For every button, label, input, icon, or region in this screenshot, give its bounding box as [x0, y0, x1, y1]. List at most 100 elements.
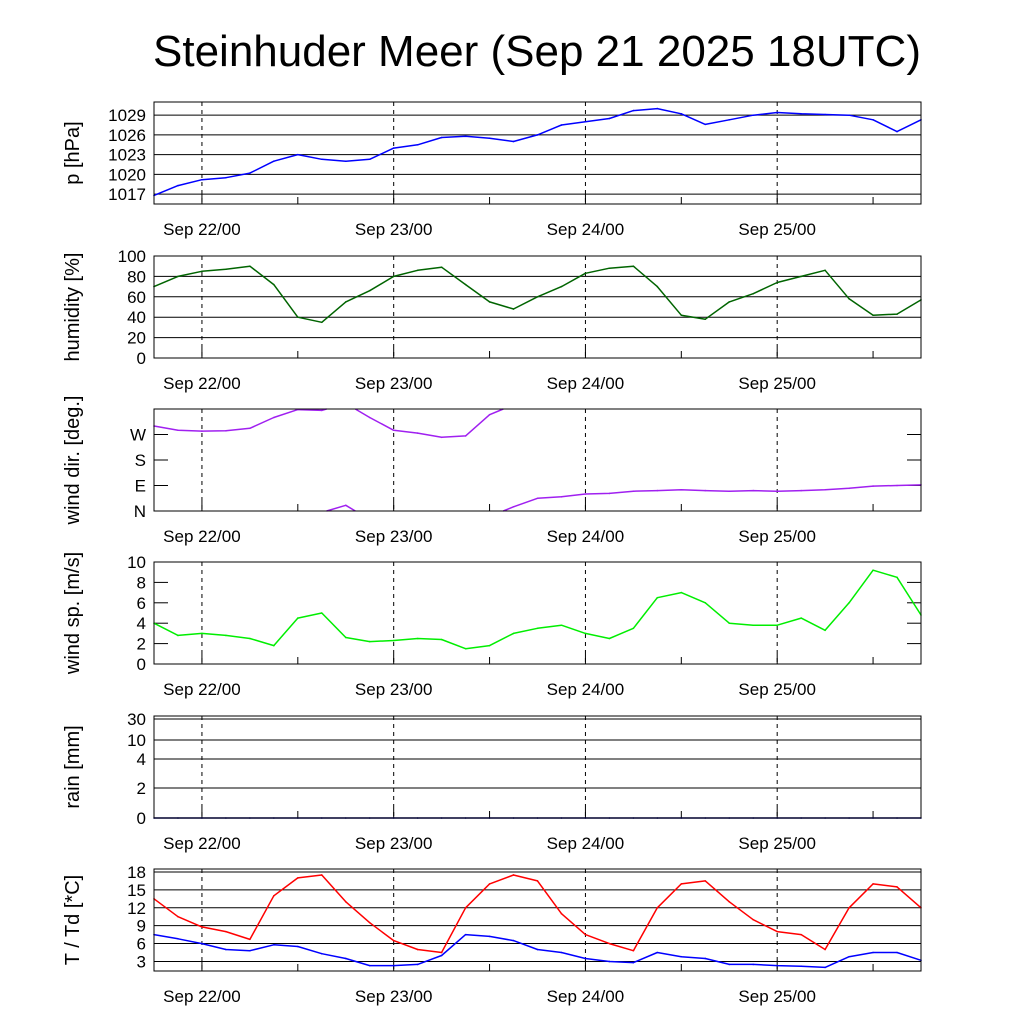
data-point [392, 429, 395, 432]
data-point [752, 963, 755, 966]
data-point [249, 427, 251, 430]
x-tick-label: Sep 23/00 [355, 527, 433, 546]
data-point [297, 617, 299, 619]
panel-frame [153, 255, 922, 359]
data-point [632, 265, 635, 268]
data-point [656, 107, 659, 110]
y-tick-label: 18 [127, 863, 146, 882]
data-point [824, 488, 826, 491]
data-point [464, 906, 467, 909]
data-point [560, 496, 563, 498]
data-point [177, 429, 179, 432]
x-tick-label: Sep 22/00 [163, 680, 241, 699]
data-point [440, 954, 443, 957]
data-point [225, 268, 227, 271]
x-tick-label: Sep 23/00 [355, 220, 433, 239]
data-point [776, 930, 778, 933]
data-point [824, 966, 826, 969]
data-point [584, 957, 587, 960]
data-point [320, 409, 323, 412]
panel-frame [153, 561, 922, 665]
data-point [896, 951, 898, 954]
data-point [392, 147, 395, 149]
y-tick-label: W [130, 426, 146, 445]
x-tick-label: Sep 25/00 [738, 374, 816, 393]
data-point [249, 637, 251, 640]
data-point [320, 952, 323, 955]
data-point [273, 644, 275, 647]
y-tick-label: 0 [137, 349, 146, 368]
data-point [201, 430, 203, 432]
y-tick-label: 10 [127, 553, 146, 572]
series-line-wind-direction [354, 408, 504, 439]
data-point [752, 918, 755, 921]
data-point [225, 948, 227, 951]
data-point [584, 933, 587, 936]
data-point [776, 281, 778, 284]
data-point [800, 933, 802, 936]
data-point [848, 298, 850, 300]
data-point [752, 292, 755, 295]
data-point [320, 321, 323, 324]
data-point [560, 285, 563, 288]
data-point [392, 939, 395, 942]
y-tick-label: 20 [127, 329, 146, 348]
y-tick-label: 80 [127, 267, 146, 286]
x-tick-label: Sep 25/00 [738, 220, 816, 239]
data-point [536, 948, 539, 951]
data-point [872, 485, 874, 487]
data-point [560, 124, 563, 126]
data-point [728, 963, 731, 966]
data-point [249, 172, 251, 174]
data-point [416, 637, 419, 640]
data-point [464, 933, 467, 936]
y-tick-label: 1020 [108, 165, 146, 184]
data-point [872, 314, 874, 316]
data-point [297, 877, 299, 879]
data-point [512, 140, 515, 143]
y-tick-label: N [134, 502, 146, 521]
y-tick-label: 6 [137, 935, 146, 954]
data-point [488, 137, 491, 139]
data-point [608, 492, 611, 495]
data-point [680, 883, 683, 885]
data-point [584, 632, 587, 635]
data-point [872, 883, 874, 885]
data-point [632, 490, 635, 492]
data-point [824, 113, 826, 116]
y-tick-label: 9 [137, 917, 146, 936]
data-point [608, 267, 611, 270]
data-point [536, 627, 539, 630]
data-point [728, 622, 731, 624]
data-point [704, 602, 707, 604]
data-point [800, 965, 802, 968]
y-axis-label: p [hPa] [62, 121, 84, 184]
x-tick-label: Sep 24/00 [547, 834, 625, 853]
data-point [177, 275, 179, 278]
data-point [680, 314, 683, 316]
data-point [201, 178, 203, 181]
y-tick-label: E [135, 477, 146, 496]
data-point [368, 416, 371, 419]
y-tick-label: 1029 [108, 106, 146, 125]
data-point [728, 301, 731, 303]
data-point [608, 960, 611, 963]
data-point [440, 266, 443, 269]
data-point [368, 640, 371, 643]
x-tick-label: Sep 22/00 [163, 220, 241, 239]
data-point [392, 964, 395, 967]
x-tick-label: Sep 22/00 [163, 834, 241, 853]
data-point [344, 636, 347, 639]
x-tick-label: Sep 22/00 [163, 374, 241, 393]
data-point [848, 906, 850, 909]
x-tick-label: Sep 25/00 [738, 834, 816, 853]
y-axis-label: wind sp. [m/s] [62, 552, 84, 675]
data-point [848, 602, 850, 604]
data-point [800, 617, 802, 619]
y-tick-label: 4 [137, 750, 146, 769]
x-tick-label: Sep 25/00 [738, 987, 816, 1006]
